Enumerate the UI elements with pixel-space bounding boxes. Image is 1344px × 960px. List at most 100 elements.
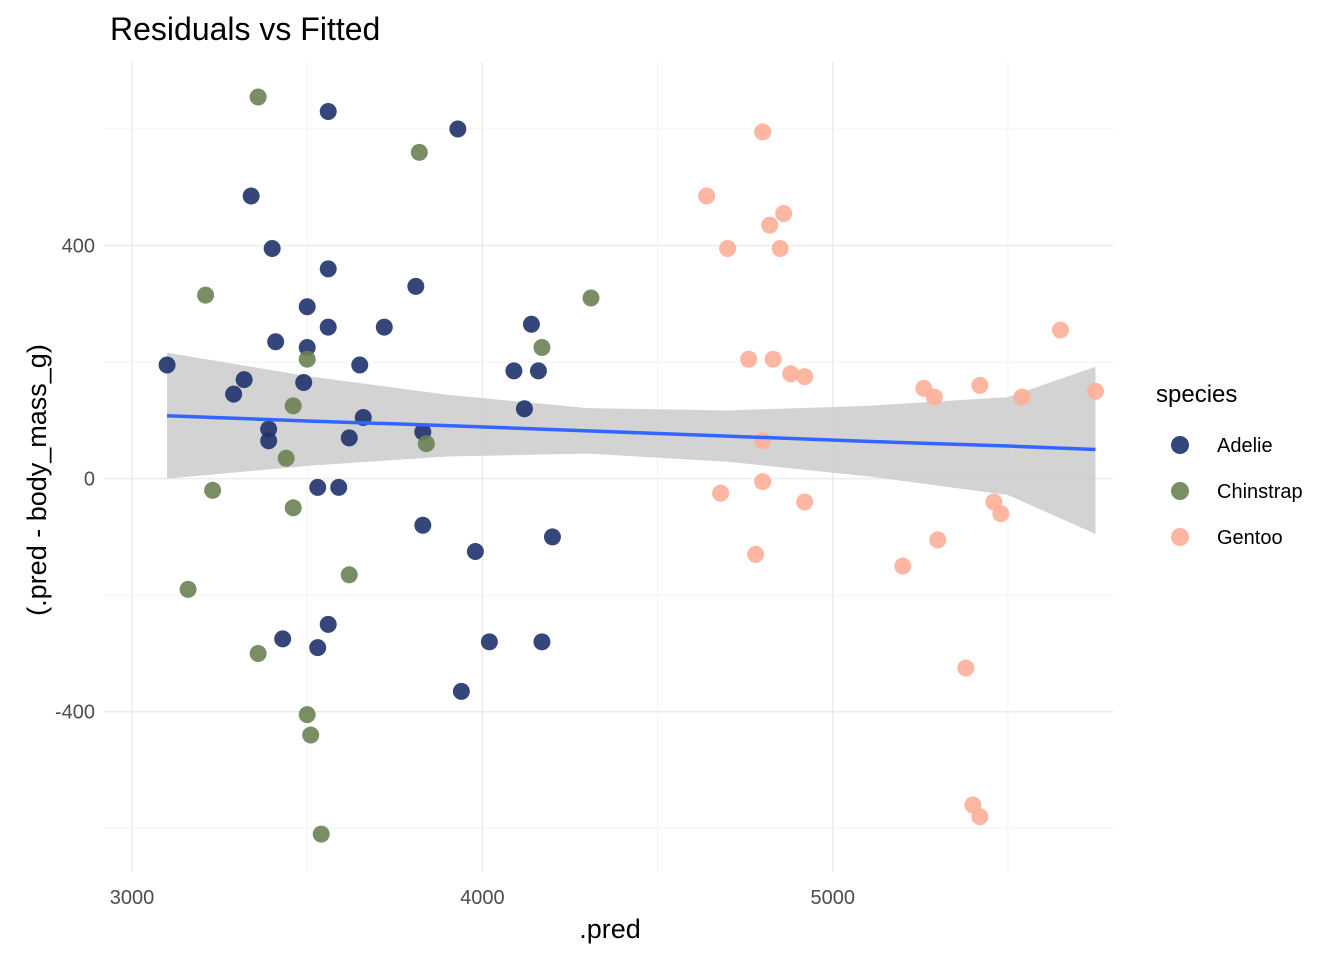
legend-label-gentoo: Gentoo [1217, 527, 1283, 549]
point-chinstrap [410, 143, 428, 161]
point-gentoo [754, 123, 772, 141]
point-gentoo [929, 531, 947, 549]
legend-key-gentoo [1171, 528, 1189, 546]
point-adelie [295, 374, 313, 392]
point-adelie [466, 542, 484, 560]
point-adelie [242, 187, 260, 205]
point-gentoo [971, 376, 989, 394]
point-gentoo [761, 216, 779, 234]
point-adelie [351, 356, 369, 374]
point-adelie [340, 429, 358, 447]
point-adelie [309, 478, 327, 496]
point-adelie [330, 478, 348, 496]
point-chinstrap [204, 481, 222, 499]
point-gentoo [992, 505, 1010, 523]
y-axis-title: (.pred - body_mass_g) [22, 344, 52, 616]
point-gentoo [1013, 388, 1031, 406]
point-gentoo [740, 350, 758, 368]
point-adelie [263, 239, 281, 257]
point-adelie [407, 277, 425, 295]
point-chinstrap [298, 706, 316, 724]
scatter-points [158, 88, 1104, 843]
point-gentoo [775, 205, 793, 223]
point-adelie [319, 318, 337, 336]
trend-line [166, 413, 1096, 452]
point-chinstrap [179, 580, 197, 598]
point-adelie [505, 362, 523, 380]
x-tick-label: 3000 [110, 887, 155, 909]
point-adelie [449, 120, 467, 138]
point-adelie [309, 639, 327, 657]
chart-title: Residuals vs Fitted [110, 11, 380, 47]
point-chinstrap [298, 350, 316, 368]
point-adelie [515, 400, 533, 418]
point-adelie [298, 298, 316, 316]
y-tick-label: 400 [62, 236, 95, 258]
point-adelie [522, 315, 540, 333]
x-tick-label: 5000 [810, 887, 855, 909]
point-adelie [267, 333, 285, 351]
point-chinstrap [284, 397, 302, 415]
point-adelie [319, 615, 337, 633]
x-axis-title: .pred [579, 914, 641, 944]
point-adelie [235, 371, 253, 389]
point-chinstrap [582, 289, 600, 307]
point-chinstrap [340, 566, 358, 584]
point-gentoo [796, 368, 814, 386]
point-gentoo [971, 808, 989, 826]
point-chinstrap [533, 339, 551, 357]
point-adelie [260, 420, 278, 438]
point-gentoo [754, 432, 772, 450]
x-tick-label: 4000 [460, 887, 505, 909]
point-adelie [298, 339, 316, 357]
point-chinstrap [249, 644, 267, 662]
point-adelie [529, 362, 547, 380]
y-tick-label: 0 [84, 469, 95, 491]
point-chinstrap [417, 435, 435, 453]
point-adelie [319, 103, 337, 121]
point-adelie [225, 385, 243, 403]
legend-label-chinstrap: Chinstrap [1217, 481, 1303, 503]
y-tick-label: -400 [55, 702, 95, 724]
point-gentoo [771, 239, 789, 257]
point-adelie [319, 260, 337, 278]
point-adelie [414, 516, 432, 534]
point-gentoo [1051, 321, 1069, 339]
point-gentoo [719, 239, 737, 257]
point-chinstrap [249, 88, 267, 106]
x-axis-ticks: 3000 4000 5000 [110, 887, 855, 909]
point-adelie [375, 318, 393, 336]
point-chinstrap [277, 449, 295, 467]
point-adelie [452, 682, 470, 700]
point-adelie [260, 432, 278, 450]
point-chinstrap [197, 286, 215, 304]
point-gentoo [698, 187, 716, 205]
point-gentoo [1086, 382, 1104, 400]
y-axis-ticks: -400 0 400 [55, 236, 95, 724]
point-gentoo [747, 545, 765, 563]
point-chinstrap [312, 825, 330, 843]
legend: species Adelie Chinstrap Gentoo [1156, 381, 1303, 549]
point-chinstrap [284, 499, 302, 517]
legend-key-chinstrap [1171, 482, 1189, 500]
point-gentoo [894, 557, 912, 575]
legend-title: species [1156, 381, 1237, 408]
trend-line-group [166, 413, 1096, 452]
confidence-band-area [167, 352, 1096, 535]
legend-key-adelie [1171, 436, 1189, 454]
point-adelie [543, 528, 561, 546]
point-gentoo [712, 484, 730, 502]
point-adelie [533, 633, 551, 651]
point-gentoo [796, 493, 814, 511]
point-gentoo [925, 388, 943, 406]
confidence-band [167, 352, 1096, 535]
point-adelie [158, 356, 176, 374]
legend-label-adelie: Adelie [1217, 435, 1273, 457]
point-adelie [274, 630, 292, 648]
point-gentoo [957, 659, 975, 677]
point-adelie [480, 633, 498, 651]
point-gentoo [764, 350, 782, 368]
point-gentoo [754, 473, 772, 491]
point-gentoo [782, 365, 800, 383]
